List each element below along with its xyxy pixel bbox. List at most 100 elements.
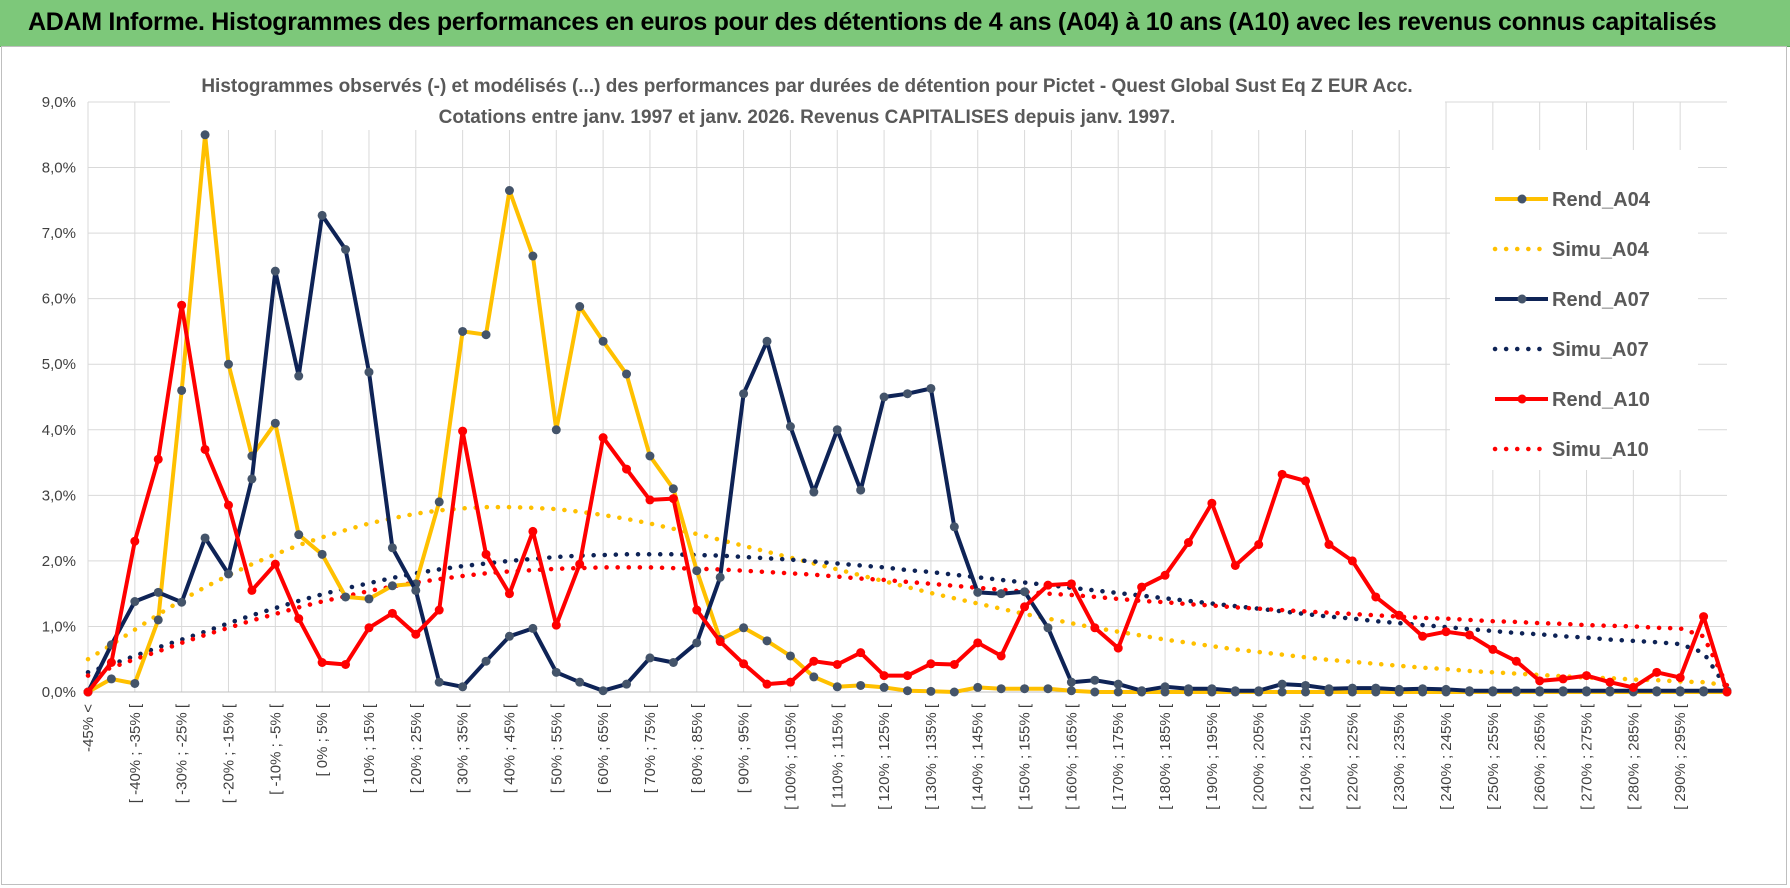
data-point-rend-a04 bbox=[926, 686, 936, 696]
chart-title: Histogrammes observés (-) et modélisés (… bbox=[201, 76, 1412, 97]
legend-label-simu-a04: Simu_A04 bbox=[1552, 239, 1650, 261]
data-point-rend-a10 bbox=[1464, 630, 1474, 640]
data-point-rend-a04 bbox=[1113, 687, 1123, 697]
data-point-rend-a10 bbox=[692, 605, 702, 615]
data-point-rend-a04 bbox=[1277, 687, 1287, 697]
data-point-rend-a07 bbox=[1371, 683, 1381, 693]
x-tick-label: -45% < bbox=[80, 704, 97, 752]
data-point-rend-a04 bbox=[622, 369, 632, 379]
data-point-rend-a04 bbox=[1020, 684, 1030, 694]
data-point-rend-a07 bbox=[903, 389, 912, 399]
x-tick-label: [ 100% ; 105% [ bbox=[782, 703, 799, 810]
x-tick-label: [ 150% ; 155% [ bbox=[1017, 703, 1034, 810]
legend-point-rend-a07 bbox=[1517, 294, 1527, 304]
data-point-rend-a04 bbox=[645, 451, 655, 461]
data-point-rend-a04 bbox=[270, 418, 280, 428]
data-point-rend-a04 bbox=[785, 651, 795, 661]
data-point-rend-a04 bbox=[223, 359, 233, 369]
x-tick-label: [ 250% ; 255% [ bbox=[1485, 703, 1502, 810]
data-point-rend-a07 bbox=[1160, 682, 1170, 692]
series-line-simu-a07 bbox=[85, 552, 1730, 691]
x-tick-label: [ 50% ; 55% [ bbox=[548, 703, 565, 793]
data-point-rend-a10 bbox=[1113, 643, 1123, 653]
data-point-rend-a04 bbox=[387, 581, 397, 591]
data-point-rend-a10 bbox=[200, 444, 210, 454]
data-point-rend-a10 bbox=[223, 500, 233, 510]
x-tick-label: [ 260% ; 265% [ bbox=[1532, 703, 1549, 810]
data-point-rend-a04 bbox=[106, 674, 116, 684]
y-tick-label: 9,0% bbox=[42, 94, 76, 111]
x-tick-label: [ 70% ; 75% [ bbox=[642, 703, 659, 793]
data-point-rend-a10 bbox=[387, 608, 397, 618]
data-point-rend-a07 bbox=[739, 389, 749, 399]
data-point-rend-a04 bbox=[996, 684, 1006, 694]
data-point-rend-a10 bbox=[177, 300, 187, 310]
data-point-rend-a07 bbox=[387, 543, 397, 553]
data-point-rend-a04 bbox=[551, 425, 561, 435]
data-point-rend-a04 bbox=[1090, 687, 1100, 697]
data-point-rend-a07 bbox=[692, 638, 702, 648]
data-point-rend-a07 bbox=[481, 656, 491, 666]
legend-label-simu-a07: Simu_A07 bbox=[1552, 339, 1649, 361]
data-point-rend-a10 bbox=[1652, 667, 1662, 677]
x-tick-label: [ 10% ; 15% [ bbox=[361, 703, 378, 793]
data-point-rend-a10 bbox=[856, 648, 866, 658]
data-point-rend-a10 bbox=[1183, 538, 1193, 548]
data-point-rend-a10 bbox=[551, 620, 561, 630]
x-tick-label: [ 180% ; 185% [ bbox=[1157, 703, 1174, 810]
data-point-rend-a10 bbox=[341, 659, 351, 669]
data-point-rend-a10 bbox=[411, 629, 421, 639]
data-point-rend-a10 bbox=[668, 494, 678, 504]
data-point-rend-a10 bbox=[996, 651, 1006, 661]
data-point-rend-a07 bbox=[130, 597, 140, 607]
chart-frame bbox=[1, 46, 1787, 885]
data-point-rend-a10 bbox=[575, 559, 585, 569]
data-point-rend-a07 bbox=[1113, 679, 1123, 689]
data-point-rend-a10 bbox=[1371, 592, 1381, 602]
data-point-rend-a10 bbox=[949, 659, 959, 669]
data-point-rend-a10 bbox=[1418, 631, 1428, 641]
x-tick-label: [ 160% ; 165% [ bbox=[1063, 703, 1080, 810]
data-point-rend-a10 bbox=[926, 659, 936, 669]
data-point-rend-a07 bbox=[973, 587, 983, 597]
data-point-rend-a07 bbox=[1699, 686, 1709, 696]
data-point-rend-a10 bbox=[1675, 673, 1685, 683]
legend-label-rend-a07: Rend_A07 bbox=[1552, 289, 1650, 311]
data-point-rend-a10 bbox=[973, 638, 983, 648]
data-point-rend-a10 bbox=[458, 426, 468, 436]
y-tick-label: 1,0% bbox=[42, 618, 76, 635]
data-point-rend-a07 bbox=[622, 679, 632, 689]
data-point-rend-a04 bbox=[294, 530, 304, 540]
y-tick-label: 2,0% bbox=[42, 553, 76, 570]
legend-label-simu-a10: Simu_A10 bbox=[1552, 439, 1649, 461]
data-point-rend-a10 bbox=[1254, 540, 1264, 549]
data-point-rend-a07 bbox=[879, 392, 889, 402]
x-tick-label: [ 40% ; 45% [ bbox=[501, 703, 518, 793]
x-tick-label: [ 80% ; 85% [ bbox=[689, 703, 706, 793]
x-tick-label: [ 30% ; 35% [ bbox=[455, 703, 472, 793]
data-point-rend-a10 bbox=[785, 677, 795, 687]
data-point-rend-a04 bbox=[739, 623, 749, 633]
data-point-rend-a07 bbox=[1394, 684, 1404, 694]
data-point-rend-a07 bbox=[504, 631, 514, 641]
data-point-rend-a10 bbox=[504, 589, 514, 599]
data-point-rend-a07 bbox=[1652, 686, 1662, 696]
chart-title-background bbox=[170, 64, 1445, 130]
data-point-rend-a07 bbox=[949, 522, 959, 532]
data-point-rend-a07 bbox=[668, 658, 678, 667]
data-point-rend-a10 bbox=[879, 671, 889, 681]
data-point-rend-a10 bbox=[153, 454, 163, 464]
data-point-rend-a10 bbox=[1324, 540, 1334, 549]
x-tick-label: [ 130% ; 135% [ bbox=[923, 703, 940, 810]
data-point-rend-a07 bbox=[832, 425, 842, 435]
data-point-rend-a10 bbox=[130, 536, 140, 546]
data-point-rend-a07 bbox=[1207, 684, 1217, 694]
data-point-rend-a07 bbox=[364, 367, 374, 377]
data-point-rend-a10 bbox=[364, 623, 374, 633]
x-tick-label: [ 120% ; 125% [ bbox=[876, 703, 893, 810]
data-point-rend-a04 bbox=[1066, 686, 1076, 696]
data-point-rend-a10 bbox=[294, 614, 304, 624]
data-point-rend-a07 bbox=[1511, 686, 1521, 696]
x-tick-label: [ 90% ; 95% [ bbox=[736, 703, 753, 793]
